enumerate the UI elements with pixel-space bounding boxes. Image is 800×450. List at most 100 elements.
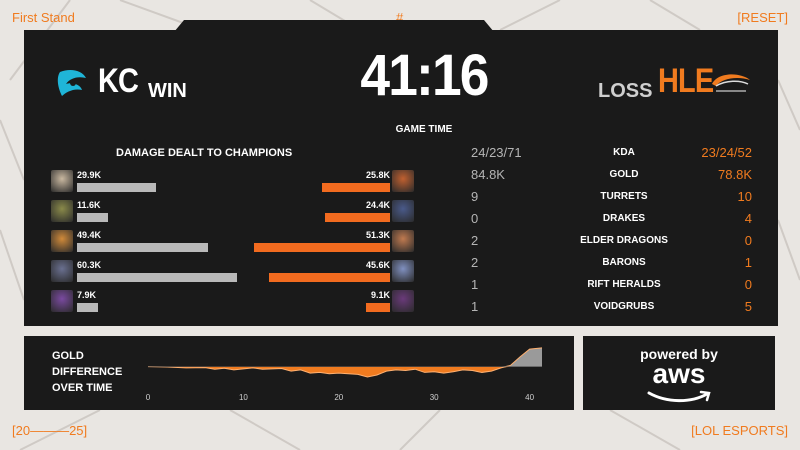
gold-difference-title: GOLD DIFFERENCE OVER TIME — [52, 348, 122, 396]
tournament-name: First Stand — [12, 10, 75, 25]
x-tick-label: 40 — [525, 393, 534, 402]
stat-left-value: 84.8K — [471, 167, 505, 182]
right-damage-value: 51.3K — [365, 230, 390, 240]
left-team-tag: KC — [98, 62, 139, 100]
left-damage-value: 11.6K — [77, 200, 101, 210]
stat-label: TURRETS — [600, 191, 648, 202]
panel-notch — [174, 20, 494, 32]
right-team-tag: HLE — [658, 62, 714, 100]
left-damage-bar — [77, 213, 108, 222]
stat-row-turrets: 9 TURRETS 10 — [24, 189, 778, 207]
gold-lead-area — [148, 347, 542, 367]
left-damage-value: 49.4K — [77, 230, 102, 240]
right-damage-bar — [321, 183, 390, 192]
stat-label: GOLD — [609, 169, 639, 180]
stat-row-gold: 84.8K GOLD 78.8K — [24, 167, 778, 185]
right-champion-portrait — [392, 170, 414, 192]
damage-row: 7.9K 9.1K — [24, 290, 424, 318]
left-damage-bar — [77, 273, 237, 282]
x-tick-label: 20 — [334, 393, 343, 402]
stat-label: VOIDGRUBS — [593, 301, 655, 312]
stat-right-value: 5 — [744, 299, 752, 314]
left-champion-portrait — [51, 200, 73, 222]
stat-left-value: 1 — [471, 277, 479, 292]
stat-left-value: 2 — [471, 255, 479, 270]
gold-deficit-area — [148, 366, 542, 377]
stat-label: KDA — [613, 147, 635, 158]
powered-by-text: powered by — [640, 346, 718, 362]
left-champion-portrait — [51, 230, 73, 252]
year-range: [20———25] — [12, 423, 88, 438]
gold-title-line-1: GOLD — [52, 350, 84, 362]
gold-difference-line — [147, 347, 543, 378]
gold-difference-chart: 0 10 20 30 40 — [146, 347, 543, 402]
right-damage-value: 24.4K — [365, 200, 390, 210]
stat-left-value: 9 — [471, 189, 479, 204]
right-damage-bar — [269, 273, 390, 282]
gold-title-line-2: DIFFERENCE — [52, 366, 123, 378]
damage-row: 29.9K 25.8K — [24, 170, 424, 198]
hanwha-life-logo-icon — [712, 74, 750, 92]
stat-label: ELDER DRAGONS — [580, 235, 668, 246]
stat-right-value: 0 — [744, 277, 752, 292]
gold-difference-panel: GOLD DIFFERENCE OVER TIME 0 10 20 30 40 — [24, 336, 574, 410]
stat-right-value: 0 — [744, 233, 752, 248]
left-champion-portrait — [51, 170, 73, 192]
game-time-label: GAME TIME — [395, 124, 453, 135]
stat-right-value: 23/24/52 — [701, 145, 752, 160]
damage-title: DAMAGE DEALT TO CHAMPIONS — [116, 147, 293, 159]
aws-smile-icon — [647, 390, 711, 403]
left-damage-bar — [77, 183, 157, 192]
match-summary-panel: KC WIN 41:16 GAME TIME LOSS HLE DAMAGE D… — [24, 20, 778, 326]
stat-left-value: 0 — [471, 211, 479, 226]
left-damage-bar — [77, 303, 98, 312]
left-damage-value: 60.3K — [77, 260, 102, 270]
right-damage-bar — [365, 303, 390, 312]
damage-row: 60.3K 45.6K — [24, 260, 424, 288]
lol-esports-link[interactable]: [LOL ESPORTS] — [691, 423, 788, 438]
sponsor-panel: powered by aws — [583, 336, 775, 410]
right-damage-bar — [325, 213, 390, 222]
right-team-result: LOSS — [598, 80, 653, 102]
stat-right-value: 78.8K — [718, 167, 752, 182]
right-damage-value: 45.6K — [365, 260, 390, 270]
x-tick-label: 10 — [239, 393, 248, 402]
karmine-corp-logo-icon — [57, 70, 86, 96]
hash-mark: # — [396, 10, 404, 25]
right-damage-value: 9.1K — [370, 290, 390, 300]
left-champion-portrait — [51, 260, 73, 282]
right-champion-portrait — [392, 290, 414, 312]
stat-right-value: 4 — [744, 211, 752, 226]
stat-row-rift-heralds: 1 RIFT HERALDS 0 — [24, 277, 778, 295]
damage-row: 49.4K 51.3K — [24, 230, 424, 258]
right-champion-portrait — [392, 200, 414, 222]
right-champion-portrait — [392, 260, 414, 282]
stat-row-voidgrubs: 1 VOIDGRUBS 5 — [24, 299, 778, 317]
stat-left-value: 2 — [471, 233, 479, 248]
stat-row-drakes: 0 DRAKES 4 — [24, 211, 778, 229]
stat-label: BARONS — [602, 257, 646, 268]
gold-title-line-3: OVER TIME — [52, 382, 113, 394]
left-damage-bar — [77, 243, 209, 252]
stat-row-elder-dragons: 2 ELDER DRAGONS 0 — [24, 233, 778, 251]
reset-link[interactable]: [RESET] — [737, 10, 788, 25]
stat-left-value: 24/23/71 — [471, 145, 522, 160]
stat-left-value: 1 — [471, 299, 479, 314]
x-tick-label: 30 — [430, 393, 439, 402]
left-damage-value: 7.9K — [77, 290, 97, 300]
stat-row-kda: 24/23/71 KDA 23/24/52 — [24, 145, 778, 163]
stat-label: RIFT HERALDS — [587, 279, 661, 290]
stat-label: DRAKES — [602, 213, 646, 224]
left-team-result: WIN — [148, 80, 187, 102]
aws-logo-text: aws — [652, 358, 706, 389]
game-time-value: 41:16 — [360, 43, 489, 108]
right-damage-value: 25.8K — [365, 170, 390, 180]
left-damage-value: 29.9K — [77, 170, 102, 180]
right-champion-portrait — [392, 230, 414, 252]
right-damage-bar — [253, 243, 390, 252]
x-tick-label: 0 — [146, 393, 151, 402]
stat-right-value: 10 — [737, 189, 752, 204]
stat-right-value: 1 — [744, 255, 752, 270]
stat-row-barons: 2 BARONS 1 — [24, 255, 778, 273]
